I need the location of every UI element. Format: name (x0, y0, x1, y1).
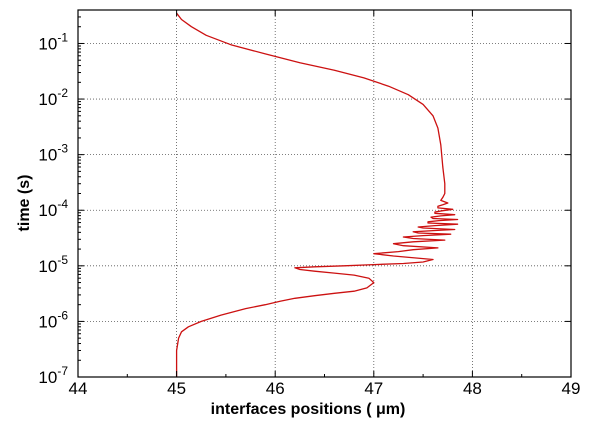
y-axis-title: time (s) (16, 175, 33, 232)
series-layer (175, 12, 459, 377)
x-tick-label: 49 (562, 379, 581, 398)
series-line (175, 12, 459, 377)
x-tick-label: 45 (167, 379, 186, 398)
grid-layer (78, 10, 571, 377)
label-layer: 44 45 46 47 48 49 10-7 10-6 10-5 10-4 10-3 10-2 10-1 (38, 30, 580, 398)
y-tick-label: 10-7 (38, 364, 68, 387)
tick-layer (77, 9, 572, 378)
x-tick-label: 44 (69, 379, 88, 398)
y-tick-label: 10-1 (38, 30, 68, 53)
x-tick-label: 46 (266, 379, 285, 398)
y-tick-label: 10-3 (38, 142, 68, 165)
x-tick-label: 47 (364, 379, 383, 398)
y-tick-label: 10-6 (38, 308, 68, 331)
y-tick-label: 10-4 (38, 197, 68, 220)
y-tick-label: 10-2 (38, 86, 68, 109)
plot-frame-layer (77, 9, 572, 378)
x-tick-label: 48 (463, 379, 482, 398)
plot-frame (77, 9, 572, 378)
y-tick-label: 10-5 (38, 253, 68, 276)
x-axis-title: interfaces positions ( μm) (211, 401, 406, 418)
